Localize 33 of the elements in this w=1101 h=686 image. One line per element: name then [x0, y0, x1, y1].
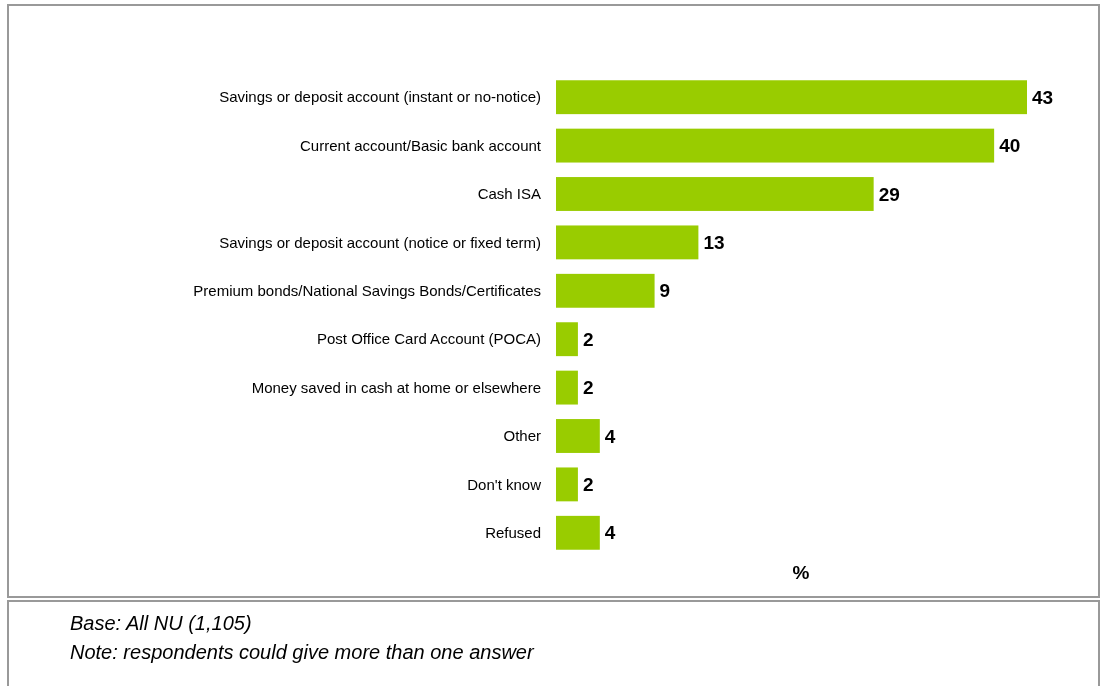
data-label: 40 — [999, 135, 1021, 157]
data-label: 13 — [703, 232, 725, 254]
data-label: 4 — [604, 522, 616, 544]
bar — [556, 80, 1027, 115]
data-label: 29 — [878, 183, 900, 205]
y-tick-label: Money saved in cash at home or elsewhere — [251, 378, 541, 396]
data-label: 9 — [659, 280, 671, 302]
y-tick-label: Savings or deposit account (notice or fixed term) — [219, 233, 541, 251]
y-tick-label: Cash ISA — [477, 185, 541, 203]
bar — [556, 177, 874, 211]
bar — [556, 322, 578, 357]
y-tick-label: Savings or deposit account (instant or no-notice) — [219, 88, 541, 106]
y-tick-label: Post Office Card Account (POCA) — [317, 330, 541, 348]
bar — [556, 273, 655, 308]
y-tick-label: Don't know — [467, 475, 542, 493]
data-label: 4 — [604, 425, 616, 447]
data-label: 43 — [1032, 86, 1054, 108]
data-label: 2 — [582, 474, 594, 496]
bar — [556, 370, 578, 405]
y-tick-label: Refused — [485, 524, 541, 542]
bar — [556, 128, 995, 163]
data-label: 2 — [582, 377, 594, 399]
y-tick-label: Other — [503, 427, 541, 445]
bar — [556, 225, 699, 260]
y-tick-label: Premium bonds/National Savings Bonds/Certificates — [193, 282, 541, 300]
bar — [556, 515, 600, 550]
y-tick-label: Current account/Basic bank account — [300, 136, 542, 154]
bar — [556, 467, 578, 502]
data-label: 2 — [582, 328, 594, 350]
x-axis-title: % — [792, 562, 810, 583]
text: Note: respondents could give more than one answer — [70, 641, 535, 663]
text: Base: All NU (1,105) — [70, 612, 252, 634]
bar — [556, 419, 600, 453]
